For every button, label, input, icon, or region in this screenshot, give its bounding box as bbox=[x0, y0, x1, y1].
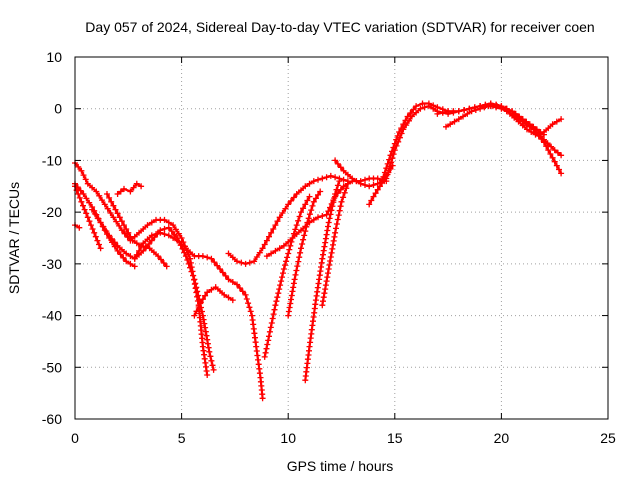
x-tick-label: 5 bbox=[178, 430, 186, 446]
x-tick-label: 25 bbox=[600, 430, 616, 446]
y-tick-label: -20 bbox=[42, 204, 62, 220]
series-arc bbox=[114, 180, 145, 197]
grid bbox=[75, 57, 608, 419]
series-markers bbox=[131, 229, 266, 402]
series-arc bbox=[131, 229, 266, 402]
x-tick-label: 0 bbox=[71, 430, 79, 446]
y-tick-label: -30 bbox=[42, 256, 62, 272]
series-markers bbox=[319, 180, 351, 309]
series-markers bbox=[89, 206, 138, 270]
series-arc bbox=[319, 180, 351, 309]
series-markers bbox=[191, 284, 236, 319]
series-arc bbox=[302, 178, 343, 384]
x-tick-label: 15 bbox=[387, 430, 403, 446]
series-line bbox=[91, 208, 136, 268]
x-axis-label: GPS time / hours bbox=[287, 458, 394, 474]
chart-title: Day 057 of 2024, Sidereal Day-to-day VTE… bbox=[85, 19, 594, 35]
x-tick-labels: 0 5 10 15 20 25 bbox=[71, 430, 616, 446]
y-tick-label: 10 bbox=[46, 49, 62, 65]
y-tick-label: -40 bbox=[42, 308, 62, 324]
series-arc bbox=[89, 206, 138, 270]
series-arc bbox=[443, 103, 509, 130]
series-arc bbox=[332, 157, 388, 190]
series-markers bbox=[506, 110, 565, 138]
series-markers bbox=[302, 178, 343, 384]
series-markers bbox=[114, 180, 145, 197]
series-markers bbox=[443, 103, 509, 130]
series-arc bbox=[285, 188, 324, 319]
axis-ticks bbox=[74, 56, 609, 420]
y-tick-label: 0 bbox=[54, 101, 62, 117]
y-tick-label: -10 bbox=[42, 152, 62, 168]
plot-frame bbox=[74, 56, 609, 420]
series-markers bbox=[285, 188, 324, 319]
series-arc bbox=[225, 172, 351, 267]
series-arc bbox=[506, 110, 565, 138]
series-markers bbox=[332, 157, 388, 190]
series-arc bbox=[191, 284, 236, 319]
y-tick-label: -60 bbox=[42, 411, 62, 427]
y-tick-label: -50 bbox=[42, 359, 62, 375]
y-tick-labels: -60 -50 -40 -30 -20 -10 0 10 bbox=[42, 49, 62, 427]
series-arc bbox=[261, 193, 313, 360]
x-tick-label: 20 bbox=[494, 430, 510, 446]
x-tick-label: 10 bbox=[280, 430, 296, 446]
series-markers bbox=[225, 172, 351, 267]
y-axis-label: SDTVAR / TECUs bbox=[6, 182, 22, 294]
series-markers bbox=[261, 193, 313, 360]
data-series-layer bbox=[72, 100, 565, 402]
